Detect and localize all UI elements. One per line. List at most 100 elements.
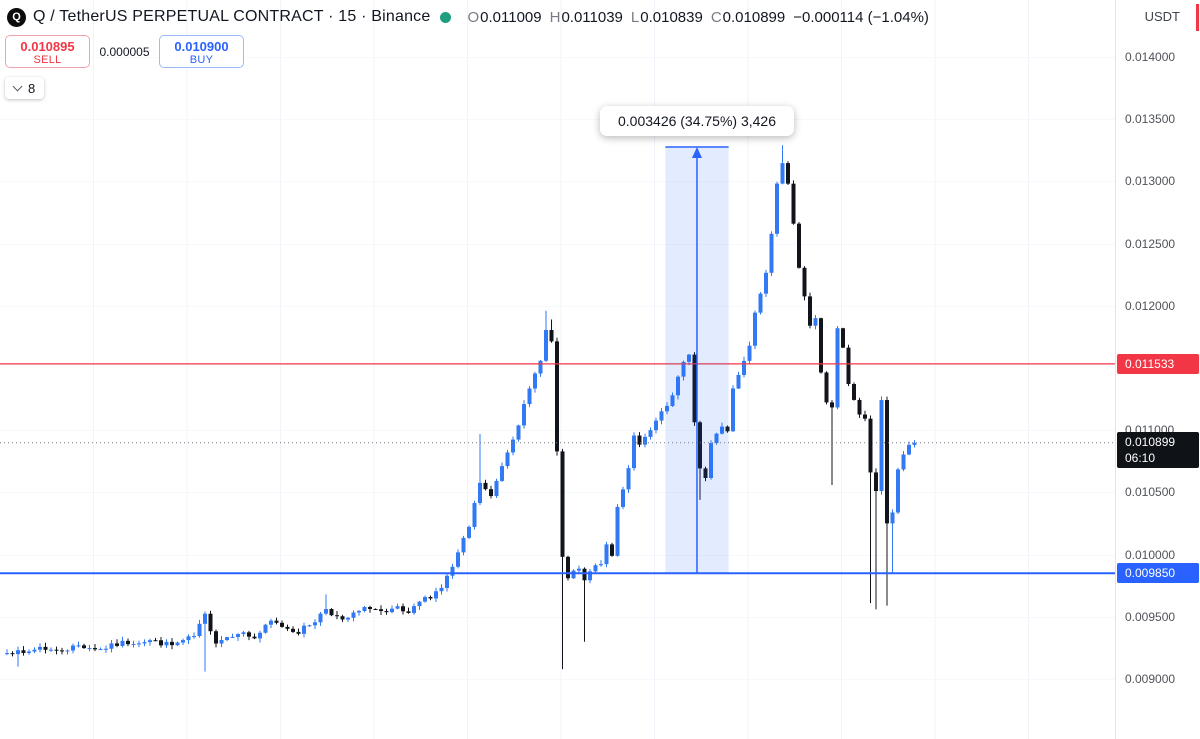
candle-body [368,607,372,610]
candle-body [186,636,191,641]
price-axis[interactable]: 0.011533 0.010899 06:10 0.009850 0.01400… [1115,0,1200,739]
candle-body [60,650,64,652]
candle-body [852,384,856,400]
candle-body [621,489,625,507]
candle-body [764,272,768,294]
candle-body [725,426,730,432]
candle-body [786,163,790,184]
sell-button[interactable]: 0.010895 SELL [5,35,90,68]
candle-body [555,341,559,452]
candle-body [208,613,213,632]
candle-body [797,223,801,268]
candle-body [747,345,752,361]
candle-body [533,373,537,389]
candle-body [868,418,873,473]
ohlc-values: O 0.011009 H 0.011039 L 0.010839 C 0.010899 … [467,9,928,26]
candle-body [544,330,548,361]
low-value: L 0.010839 [630,8,703,26]
candle-body [648,430,653,437]
candle-body [159,640,163,646]
candle-body [32,649,37,652]
candle-body [874,472,878,492]
collapsed-toolbar-button[interactable]: 8 [5,77,45,99]
candle-body [610,544,614,556]
candle-body [428,597,433,599]
candle-body [390,608,394,613]
candle-body [577,568,581,571]
candle-body [599,564,603,566]
candle-body [175,642,180,646]
candle-body [736,375,741,389]
candle-body [379,609,383,612]
symbol-title[interactable]: Q / TetherUS PERPETUAL CONTRACT · 15 · B… [33,8,431,25]
candle-body [643,436,647,445]
market-status-icon [440,11,452,23]
candle-body [82,645,86,649]
candle-body [104,648,108,650]
candle-body [659,411,664,421]
candle-body [604,544,609,565]
candle-body [351,612,356,618]
resistance-price-label: 0.011533 [1117,353,1199,374]
currency-toggle[interactable]: USDT [1144,9,1180,24]
candle-body [49,649,53,651]
buy-button[interactable]: 0.010900 BUY [159,35,244,68]
sell-label: SELL [33,53,62,66]
price-tick-label: 0.013000 [1125,174,1176,189]
spread-value: 0.000005 [99,44,150,59]
candle-body [483,482,488,490]
price-tick-label: 0.012500 [1125,236,1176,251]
candle-body [87,648,92,650]
candle-body [280,622,284,627]
candle-body [76,645,81,647]
candle-body [511,439,515,453]
candle-body [896,469,900,513]
candle-body [549,330,554,342]
candle-body [296,631,301,634]
candle-body [731,388,735,432]
candle-body [395,606,400,609]
candle-body [16,650,20,655]
candle-body [54,649,59,651]
candle-body [335,615,339,617]
measure-tooltip[interactable]: 0.003426 (34.75%) 3,426 [599,106,795,136]
candle-body [714,433,719,444]
candle-body [71,645,75,651]
candle-body [291,628,295,632]
price-tick-label: 0.009000 [1125,672,1176,687]
candle-body [703,468,708,478]
candle-body [538,360,543,374]
candle-body [181,640,185,643]
candle-body [571,570,576,579]
candle-body [676,376,680,396]
last-price-label: 0.010899 06:10 [1117,431,1199,468]
candle-body [841,328,845,348]
candle-body [808,296,812,326]
candle-body [582,568,587,581]
candle-body [406,611,411,613]
candle-body [681,361,686,377]
candle-body [417,601,422,607]
close-value: C 0.010899 [710,8,786,26]
candle-body [753,312,757,346]
candle-body [857,399,862,415]
candle-body [450,566,455,576]
candle-body [329,609,334,616]
candle-body [516,425,521,440]
candle-body [907,444,911,455]
chart-canvas[interactable] [0,0,1115,739]
candle-body [340,616,345,620]
candle-body [912,442,917,445]
candle-body [142,642,147,644]
candle-body [5,653,9,655]
symbol-logo-icon: Q [7,7,26,27]
red-indicator-bar [1196,4,1199,31]
buy-price: 0.010900 [174,38,229,54]
candle-body [203,613,207,624]
candle-body [285,626,290,629]
candle-body [274,620,279,623]
candle-body [901,454,906,470]
candle-body [313,622,317,626]
candle-body [412,606,416,613]
candle-body [780,163,785,184]
